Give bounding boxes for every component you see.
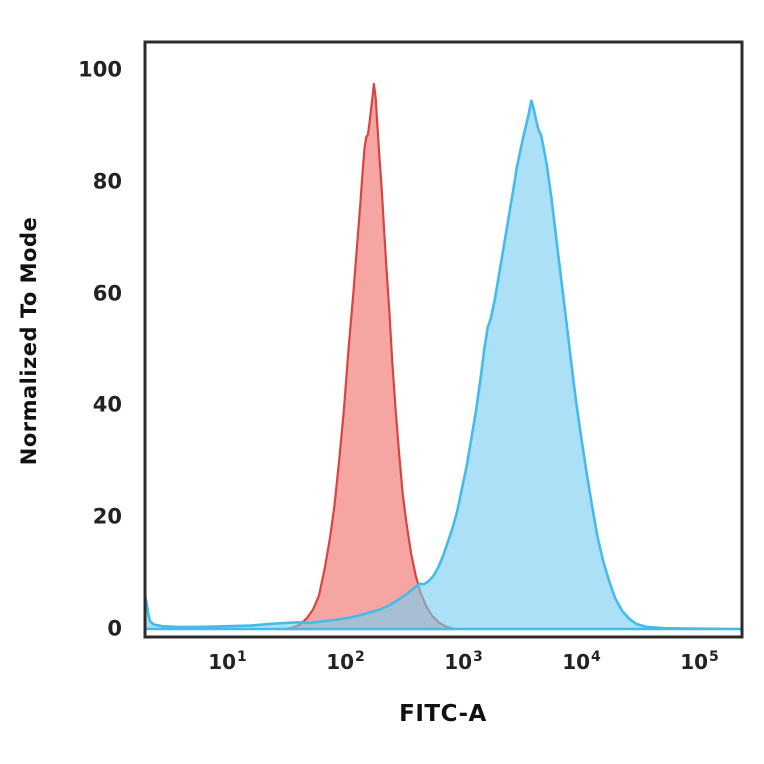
x-tick-base: 10: [680, 650, 709, 674]
histogram-series-group: [146, 82, 741, 631]
y-tick-label-60: 60: [92, 281, 122, 306]
red-peak-curve: [284, 82, 456, 631]
x-tick-label-10e2: 102: [326, 649, 365, 674]
y-tick-label-80: 80: [92, 169, 122, 194]
y-tick-label-0: 0: [107, 616, 122, 641]
x-tick-base: 10: [562, 650, 591, 674]
x-tick-exponent: 5: [709, 649, 719, 665]
x-tick-base: 10: [326, 650, 355, 674]
x-tick-label-10e5: 105: [680, 649, 719, 674]
x-tick-label-10e1: 101: [208, 649, 247, 674]
x-tick-exponent: 3: [473, 649, 483, 665]
y-tick-label-40: 40: [92, 392, 122, 417]
plot-frame: [143, 40, 744, 639]
y-axis-title: Normalized To Mode: [17, 216, 41, 466]
x-tick-label-10e3: 103: [444, 649, 483, 674]
x-tick-exponent: 2: [355, 649, 365, 665]
blue-peak-curve: [146, 99, 741, 631]
x-tick-label-10e4: 104: [562, 649, 601, 674]
x-tick-exponent: 1: [237, 649, 247, 665]
y-tick-label-20: 20: [92, 504, 122, 529]
y-tick-label-100: 100: [78, 57, 122, 82]
x-tick-base: 10: [444, 650, 473, 674]
x-tick-base: 10: [208, 650, 237, 674]
x-tick-exponent: 4: [591, 649, 601, 665]
x-axis-title: FITC-A: [399, 701, 487, 727]
